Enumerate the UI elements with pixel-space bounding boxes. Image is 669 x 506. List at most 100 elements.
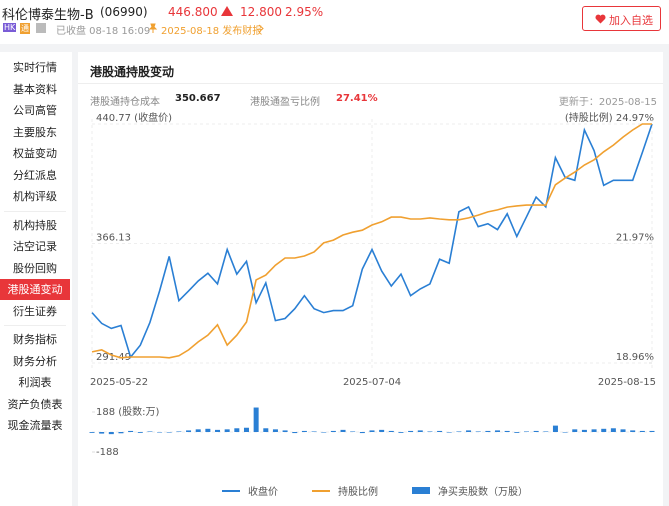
y-tick-label: -188 — [96, 447, 119, 458]
bar — [591, 429, 597, 432]
bar — [166, 432, 172, 433]
bar — [128, 430, 134, 432]
bar — [523, 431, 529, 432]
pl: 27.41% — [336, 93, 378, 104]
bar — [186, 430, 192, 432]
menu-item[interactable]: 股份回购 — [13, 261, 57, 275]
cost-label: 港股通持仓成本 — [90, 97, 160, 108]
bar — [311, 431, 317, 432]
menu-item[interactable]: 分红派息 — [13, 168, 57, 182]
menu-item[interactable]: 财务指标 — [13, 333, 57, 346]
bar — [350, 431, 356, 432]
bar — [137, 432, 143, 433]
bar — [446, 432, 452, 433]
menu-item[interactable]: 财务分析 — [13, 354, 57, 368]
menu-item[interactable]: 利润表 — [18, 376, 52, 389]
bar — [89, 432, 95, 433]
bar — [504, 430, 510, 432]
divider — [78, 83, 663, 84]
bar — [224, 429, 230, 432]
watch-button[interactable]: 加入自选 — [582, 6, 661, 31]
updated: 更新于：2025-08-15 — [558, 97, 657, 108]
menu-item[interactable]: 衍生证券 — [13, 304, 57, 318]
bar — [272, 429, 278, 432]
menu-item[interactable]: 基本资料 — [13, 82, 57, 96]
bar — [572, 429, 578, 432]
bar — [359, 432, 365, 434]
change: 12.800 — [240, 5, 282, 19]
menu-item[interactable]: 现金流量表 — [7, 419, 63, 432]
bar — [639, 430, 645, 432]
stock-code: (06990) — [100, 5, 148, 19]
separator — [4, 325, 66, 326]
badge-icon — [36, 23, 46, 33]
menu-item[interactable]: 机构持股 — [13, 218, 57, 232]
bar — [321, 432, 327, 433]
menu-item[interactable]: 港股通变动 — [0, 279, 70, 300]
y2-tick-label: (持股比例) 24.97% — [565, 111, 654, 124]
bar — [292, 432, 298, 434]
bar — [253, 407, 259, 432]
report-link[interactable]: 2025-08-18 发布财报 — [161, 26, 263, 37]
price: 446.800 — [168, 5, 218, 19]
badge: 通 — [20, 23, 30, 34]
x-tick-label: 2025-07-04 — [343, 377, 401, 388]
bar — [379, 429, 385, 432]
bar — [157, 432, 163, 433]
header: 科伦博泰生物-B (06990) 446.800 12.800 2.95% HK… — [0, 0, 669, 44]
bar — [340, 429, 346, 432]
bar — [630, 430, 636, 432]
bar — [620, 429, 626, 432]
separator — [4, 210, 66, 212]
chevron — [258, 24, 264, 33]
bar — [485, 430, 491, 432]
y2-tick-label: 18.96% — [616, 352, 654, 363]
bar — [417, 430, 423, 432]
bar — [301, 430, 307, 432]
bar — [543, 431, 549, 432]
up-arrow — [221, 6, 233, 16]
y-tick-label: 188 (股数:万) — [96, 405, 160, 418]
panel: 港股通持股变动 港股通持仓成本 350.667 港股通盈亏比例 27.41% 更… — [78, 52, 663, 506]
bar — [456, 431, 462, 432]
bar — [427, 431, 433, 432]
bar — [205, 428, 211, 432]
sidebar: 实时行情基本资料公司高管主要股东权益变动分红派息机构评级机构持股沽空记录股份回购… — [0, 52, 72, 506]
menu-item[interactable]: 公司高管 — [13, 104, 57, 117]
y-tick-label: 440.77 (收盘价) — [96, 111, 172, 124]
bar — [176, 431, 182, 432]
x-tick-label: 2025-08-15 — [598, 377, 656, 388]
bar — [466, 430, 472, 432]
bar — [369, 430, 375, 432]
bar — [282, 430, 288, 432]
bar — [99, 432, 105, 434]
pin-icon — [148, 23, 158, 33]
menu-item[interactable]: 主要股东 — [13, 125, 57, 139]
bar — [408, 430, 414, 432]
stock-name: 科伦博泰生物-B — [2, 8, 94, 23]
bar — [195, 429, 201, 432]
badge: HK — [3, 23, 17, 32]
bar — [495, 430, 501, 432]
legend-label: 净买卖股数（万股） — [438, 485, 528, 498]
y-tick-label: 291.49 — [96, 352, 131, 363]
menu-item[interactable]: 资产负债表 — [7, 397, 63, 411]
bar — [398, 432, 404, 433]
menu-item[interactable]: 实时行情 — [13, 61, 57, 74]
bar — [147, 431, 153, 432]
cost: 350.667 — [175, 93, 221, 104]
change-pct: 2.95% — [285, 5, 324, 19]
bar — [243, 427, 249, 432]
bar — [581, 429, 587, 432]
bar — [649, 430, 655, 432]
bar — [514, 432, 520, 433]
bar — [330, 430, 336, 432]
bar — [475, 431, 481, 432]
menu-item[interactable]: 权益变动 — [13, 147, 57, 160]
menu-item[interactable]: 机构评级 — [13, 190, 57, 203]
bar — [533, 430, 539, 432]
bar — [234, 428, 240, 432]
bar — [601, 428, 607, 432]
menu-item[interactable]: 沽空记录 — [13, 240, 57, 253]
